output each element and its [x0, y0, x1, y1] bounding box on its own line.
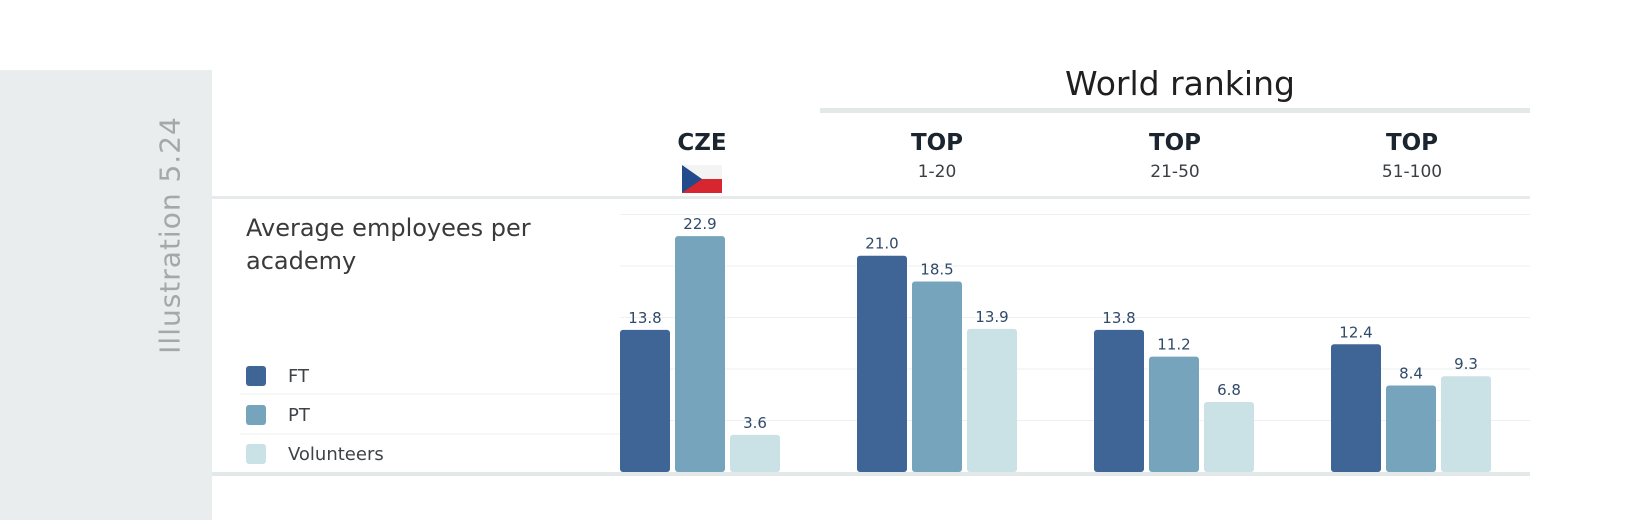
chart-title: Average employees per academy [246, 214, 531, 275]
data-label-pt-1: 18.5 [920, 260, 953, 278]
legend-swatch-pt [246, 405, 266, 425]
legend-swatch-ft [246, 366, 266, 386]
group-label: CZE [677, 130, 727, 156]
world-ranking-title: World ranking [1065, 64, 1295, 103]
baseline [212, 472, 1530, 476]
bar-pt-0 [675, 236, 725, 472]
legend-label-volunteers: Volunteers [288, 444, 384, 465]
data-label-ft-1: 21.0 [865, 235, 898, 253]
group-header-top-21-50: TOP 21-50 [1105, 130, 1245, 182]
czech-flag-icon [682, 165, 722, 193]
data-label-pt-0: 22.9 [683, 215, 716, 233]
bar-volunteers-2 [1204, 401, 1254, 472]
data-label-volunteers-2: 6.8 [1217, 381, 1241, 399]
side-panel [0, 70, 212, 520]
bar-volunteers-1 [967, 328, 1017, 472]
group-sublabel: 1-20 [917, 162, 957, 182]
bar-ft-0 [620, 329, 670, 472]
group-label: TOP [1148, 130, 1202, 156]
data-label-ft-2: 13.8 [1102, 309, 1135, 327]
group-header-top-1-20: TOP 1-20 [867, 130, 1007, 182]
legend-label-pt: PT [288, 405, 310, 426]
data-label-ft-3: 12.4 [1339, 323, 1372, 341]
bar-ft-3 [1331, 344, 1381, 472]
bar-volunteers-3 [1441, 376, 1491, 472]
data-label-pt-3: 8.4 [1399, 364, 1423, 382]
bar-pt-2 [1149, 356, 1199, 472]
bar-ft-2 [1094, 329, 1144, 472]
bar-pt-1 [912, 281, 962, 472]
legend-label-ft: FT [288, 366, 310, 387]
data-label-volunteers-0: 3.6 [743, 414, 767, 432]
data-label-volunteers-3: 9.3 [1454, 355, 1478, 373]
group-sublabel: 51-100 [1381, 162, 1443, 182]
legend-swatch-volunteers [246, 444, 266, 464]
bar-volunteers-0 [730, 434, 780, 472]
data-label-ft-0: 13.8 [628, 309, 661, 327]
bar-ft-1 [857, 255, 907, 472]
data-label-volunteers-1: 13.9 [975, 308, 1008, 326]
group-sublabel: 21-50 [1150, 162, 1200, 182]
group-header-cze: CZE [632, 130, 772, 156]
bar-pt-3 [1386, 385, 1436, 472]
data-label-pt-2: 11.2 [1157, 336, 1190, 354]
group-label: TOP [1385, 130, 1439, 156]
group-label: TOP [910, 130, 964, 156]
header-divider [212, 196, 1530, 199]
group-header-top-51-100: TOP 51-100 [1342, 130, 1482, 182]
world-ranking-rule [820, 108, 1530, 113]
